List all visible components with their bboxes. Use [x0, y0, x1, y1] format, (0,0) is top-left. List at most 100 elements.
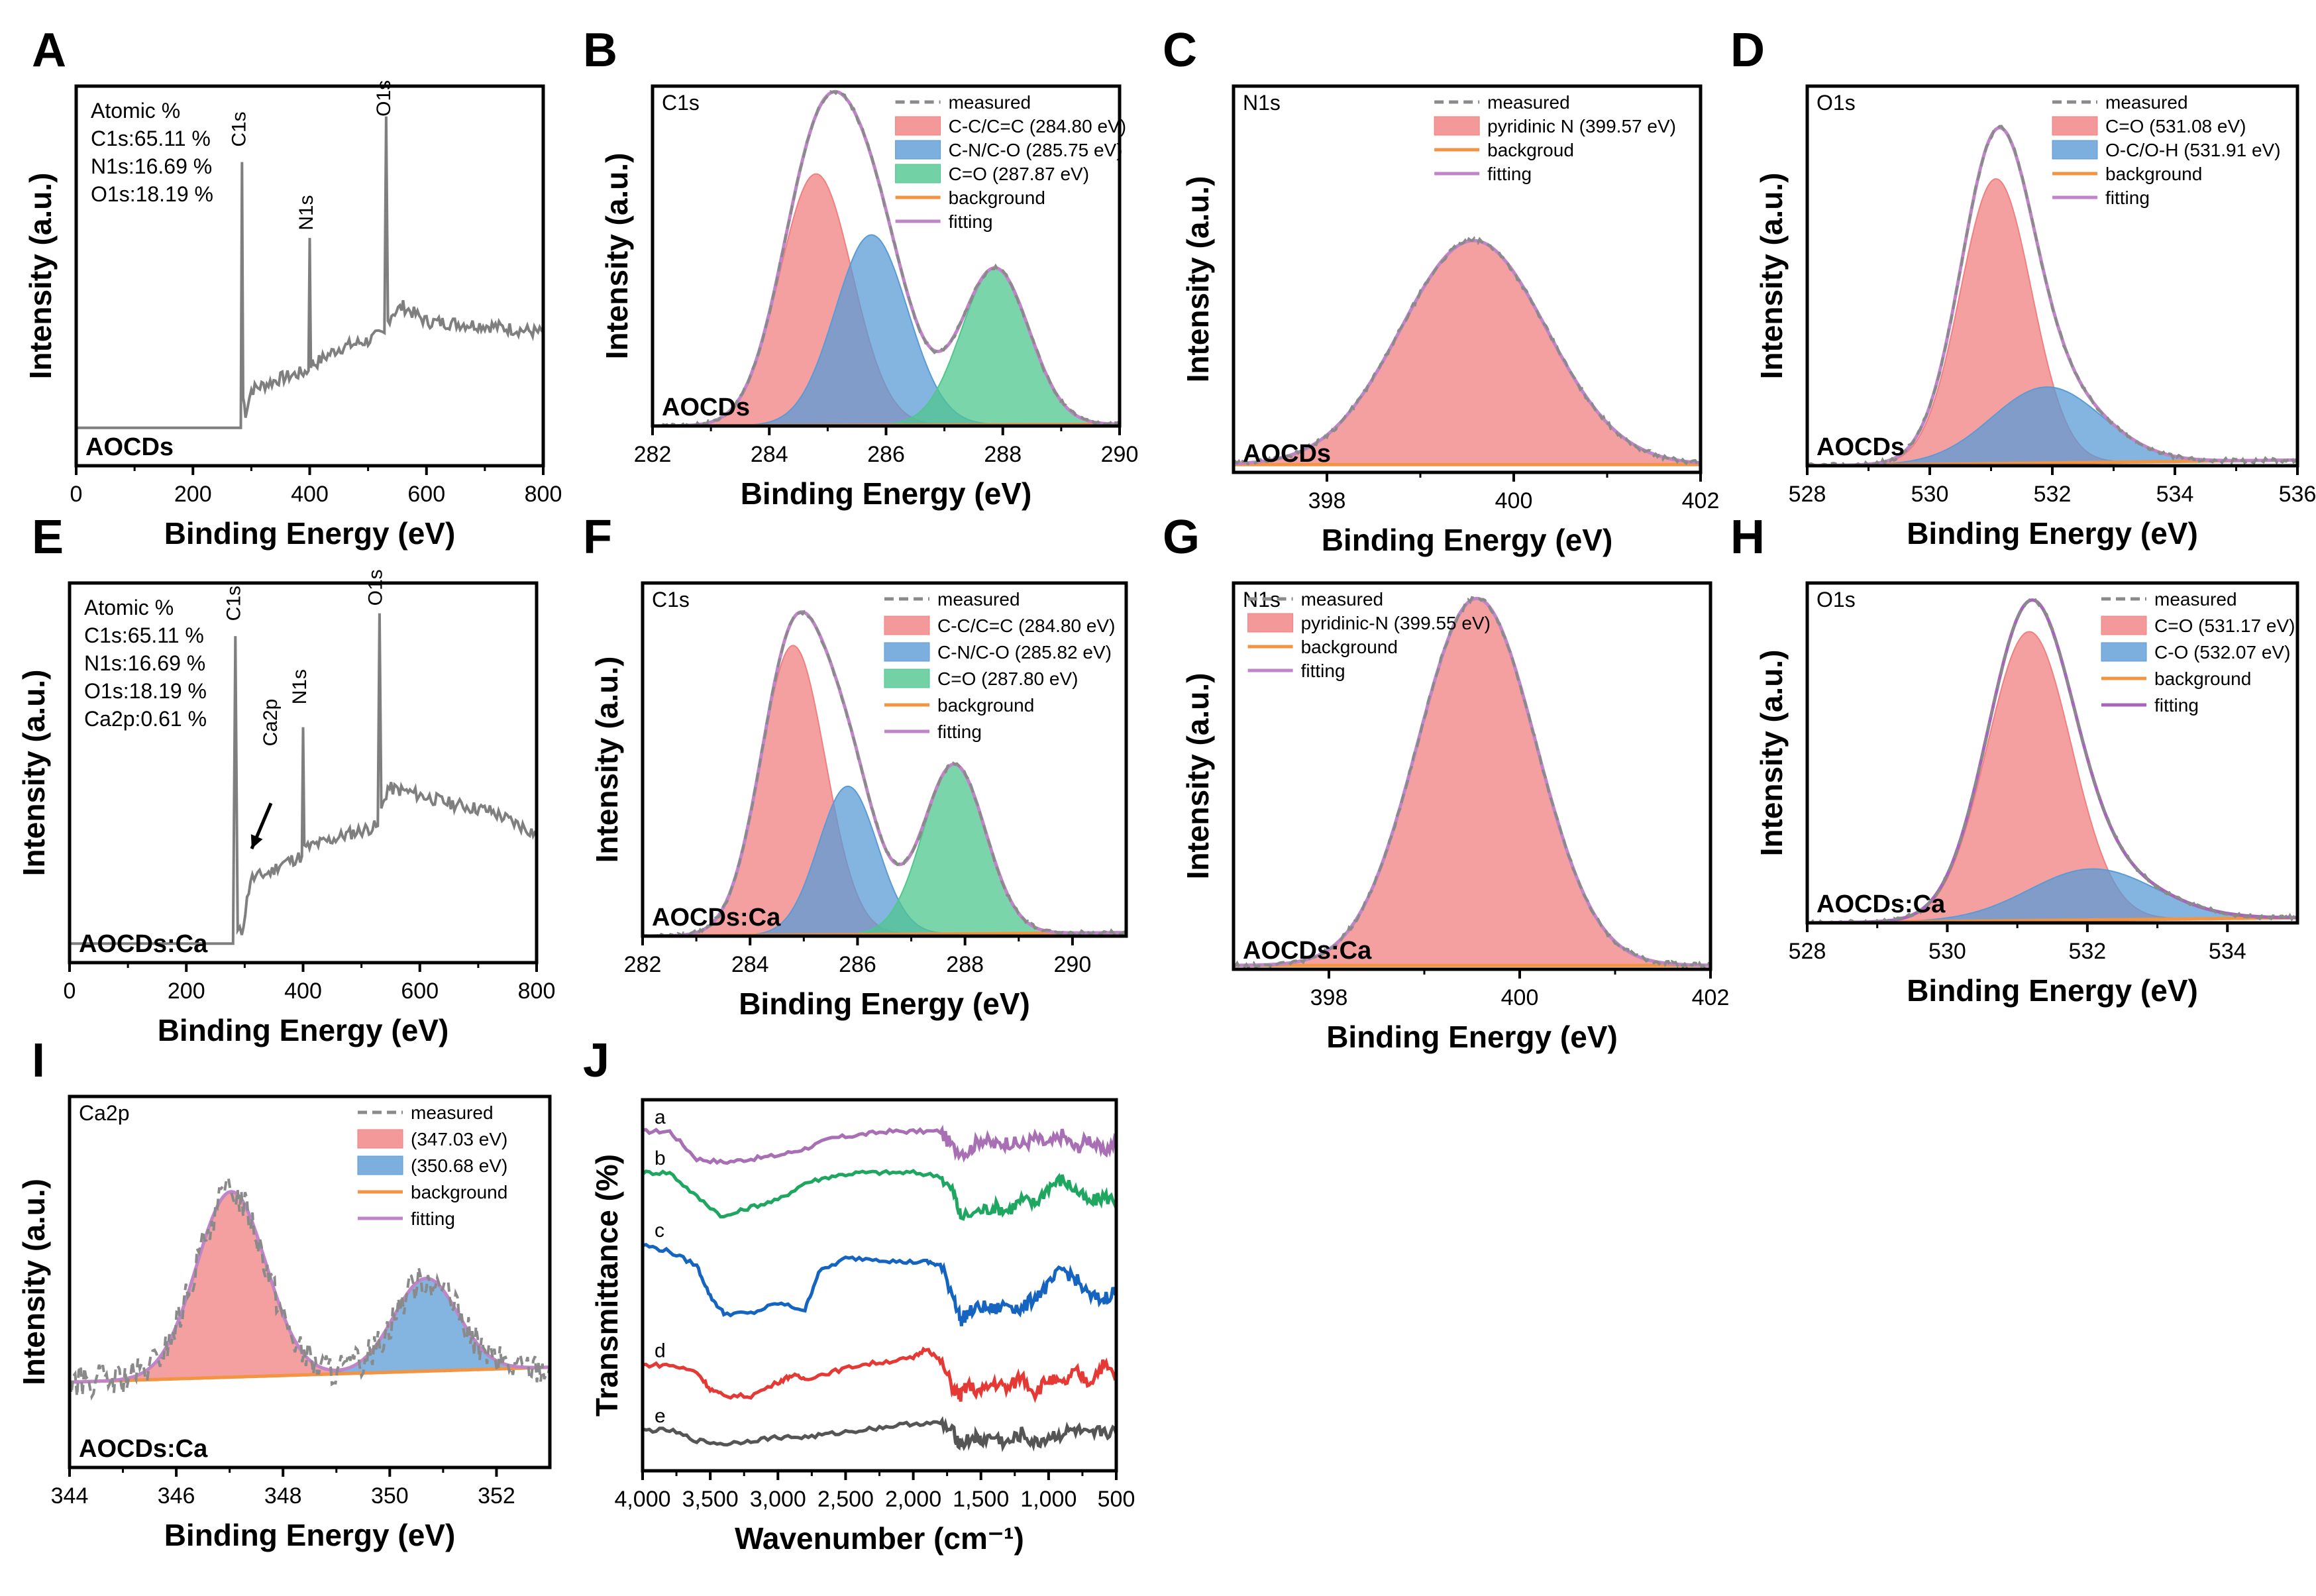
- x-tick-label: 290: [1054, 952, 1092, 977]
- x-tick-label: 350: [371, 1483, 409, 1509]
- legend-swatch-component: [2052, 116, 2098, 136]
- x-tick-label: 288: [984, 442, 1022, 467]
- legend-label: fitting: [2105, 187, 2150, 208]
- panel-I: I Ca2p measured (347.03 eV) (350.68 eV) backg…: [17, 1034, 552, 1552]
- x-tick-label: 600: [401, 979, 439, 1004]
- peak-label: C1s: [229, 111, 250, 146]
- legend-label: C-C/C=C (284.80 eV): [949, 116, 1126, 136]
- x-tick-label: 534: [2209, 939, 2246, 964]
- panel-letter: J: [583, 1034, 609, 1087]
- legend-swatch-component: [2052, 140, 2098, 160]
- sample-label: AOCDs:Ca: [79, 930, 208, 958]
- peak-label: O1s: [364, 569, 386, 606]
- x-tick-label: 400: [1501, 985, 1539, 1010]
- y-axis-label: Intensity (a.u.): [600, 153, 634, 360]
- measured-line: [1234, 596, 1711, 969]
- legend-label: C-O (532.07 eV): [2154, 642, 2290, 663]
- panel-letter: C: [1163, 24, 1197, 77]
- legend-label: background: [937, 695, 1034, 716]
- x-tick-label: 2,000: [885, 1487, 941, 1512]
- legend-label: measured: [411, 1102, 494, 1123]
- legend-label: background: [949, 187, 1045, 208]
- sample-label: AOCDs: [1816, 433, 1905, 461]
- panel-letter: E: [32, 511, 64, 564]
- panel-letter: I: [32, 1034, 45, 1087]
- x-tick-label: 200: [168, 979, 205, 1004]
- measured-line: [70, 1175, 550, 1401]
- x-tick-label: 2,500: [817, 1487, 874, 1512]
- x-axis-label: Wavenumber (cm⁻¹): [735, 1521, 1024, 1556]
- sample-label: AOCDs: [662, 394, 750, 421]
- legend-label: C=O (531.08 eV): [2105, 116, 2246, 136]
- x-tick-label: 528: [1789, 482, 1826, 507]
- legend-label: fitting: [1301, 661, 1345, 681]
- legend-label: C-N/C-O (285.82 eV): [937, 642, 1112, 663]
- x-tick-label: 398: [1308, 488, 1346, 513]
- panel-A: A Atomic % C1s:65.11 % N1s:16.69 % O1s:18.19…: [23, 24, 562, 551]
- x-tick-label: 346: [158, 1483, 195, 1509]
- plot-area: [1807, 598, 2297, 923]
- atomic-percent-line: O1s:18.19 %: [84, 679, 207, 703]
- panel-B: B C1s measured C-C/C=C (284.80 eV) C-N/C-O (…: [583, 24, 1138, 511]
- y-axis-label: Intensity (a.u.): [17, 1179, 51, 1385]
- legend-label: fitting: [2154, 695, 2199, 716]
- core-level-title: O1s: [1816, 91, 1856, 115]
- sample-label: AOCDs:Ca: [652, 904, 781, 931]
- y-axis-label: Intensity (a.u.): [1181, 673, 1215, 880]
- series-line-a: [643, 1124, 1116, 1165]
- x-tick-label: 532: [2034, 482, 2072, 507]
- legend-label: C=O (287.80 eV): [937, 668, 1078, 689]
- series-line-b: [643, 1169, 1116, 1221]
- x-tick-label: 532: [2068, 939, 2106, 964]
- y-axis-label: Intensity (a.u.): [17, 670, 51, 877]
- legend-label: measured: [949, 92, 1031, 113]
- legend: measured (347.03 eV) (350.68 eV) background…: [357, 1102, 507, 1229]
- x-axis-label: Binding Energy (eV): [1326, 1020, 1618, 1054]
- measured-line: [643, 610, 1126, 936]
- x-axis-label: Binding Energy (eV): [164, 516, 456, 551]
- atomic-percent-line: N1s:16.69 %: [91, 154, 212, 178]
- axes-frame: [1805, 581, 2299, 925]
- x-tick-label: 530: [1928, 939, 1966, 964]
- sample-label: AOCDs:Ca: [79, 1435, 208, 1463]
- x-axis-label: Binding Energy (eV): [1907, 973, 2198, 1008]
- legend-swatch-component: [884, 642, 930, 662]
- legend-label: background: [411, 1182, 507, 1202]
- legend-label: backgroud: [1487, 140, 1574, 160]
- legend-swatch-component: [357, 1129, 403, 1149]
- panel-letter: G: [1163, 511, 1200, 564]
- plot-area: [1234, 596, 1711, 969]
- core-level-title: C1s: [652, 588, 690, 612]
- y-axis-label: Intensity (a.u.): [1754, 650, 1789, 857]
- legend-label: C=O (287.87 eV): [949, 164, 1089, 184]
- legend-label: fitting: [1487, 164, 1532, 184]
- atomic-percent-line: O1s:18.19 %: [91, 182, 213, 206]
- plot-area: [1807, 125, 2297, 466]
- measured-spectrum: [76, 116, 543, 429]
- y-axis-label: Intensity (a.u.): [590, 657, 624, 863]
- plot-area: [76, 116, 543, 429]
- peak-label: Ca2p: [260, 699, 282, 747]
- x-axis-label: Binding Energy (eV): [1322, 523, 1613, 557]
- x-tick-label: 530: [1911, 482, 1949, 507]
- measured-line: [653, 88, 1120, 426]
- x-tick-label: 348: [264, 1483, 302, 1509]
- legend: measured pyridinic N (399.57 eV) backgroud…: [1434, 92, 1676, 184]
- x-axis-label: Binding Energy (eV): [158, 1013, 449, 1047]
- x-tick-label: 402: [1692, 985, 1730, 1010]
- legend-label: (350.68 eV): [411, 1155, 507, 1176]
- core-level-title: O1s: [1816, 588, 1856, 612]
- x-axis-label: Binding Energy (eV): [739, 986, 1030, 1021]
- x-axis-label: Binding Energy (eV): [1907, 516, 2198, 551]
- plot-area: [70, 613, 537, 945]
- panel-F: F C1s measured C-C/C=C (284.80 eV) C-N/C-O (…: [583, 511, 1128, 1021]
- legend-label: background: [2154, 668, 2251, 689]
- peak-label: N1s: [289, 669, 311, 704]
- x-tick-label: 200: [174, 482, 212, 507]
- panel-E: E Atomic % C1s:65.11 % N1s:16.69 % O1s:18.19…: [17, 511, 555, 1047]
- legend-swatch-component: [884, 615, 930, 635]
- panel-letter: H: [1730, 511, 1765, 564]
- component-area-pyridinic-n: [1234, 240, 1701, 466]
